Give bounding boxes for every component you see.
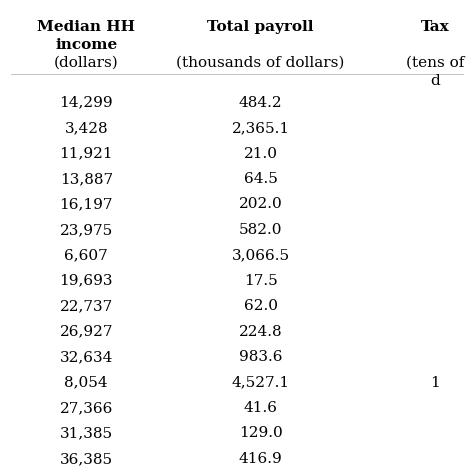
Text: 21.0: 21.0 (244, 146, 278, 161)
Text: 26,927: 26,927 (59, 325, 113, 338)
Text: 6,607: 6,607 (64, 248, 108, 262)
Text: 1: 1 (430, 375, 440, 390)
Text: d: d (430, 74, 440, 88)
Text: 41.6: 41.6 (244, 401, 278, 415)
Text: 582.0: 582.0 (239, 223, 283, 237)
Text: 3,066.5: 3,066.5 (231, 248, 290, 262)
Text: 23,975: 23,975 (60, 223, 113, 237)
Text: Total payroll: Total payroll (207, 20, 314, 34)
Text: income: income (55, 38, 118, 52)
Text: 31,385: 31,385 (60, 427, 113, 440)
Text: 983.6: 983.6 (239, 350, 283, 364)
Text: 14,299: 14,299 (59, 96, 113, 109)
Text: 36,385: 36,385 (60, 452, 113, 466)
Text: 4,527.1: 4,527.1 (231, 375, 290, 390)
Text: 224.8: 224.8 (239, 325, 283, 338)
Text: (thousands of dollars): (thousands of dollars) (176, 56, 345, 70)
Text: (tens of: (tens of (406, 56, 464, 70)
Text: 129.0: 129.0 (239, 427, 283, 440)
Text: 22,737: 22,737 (60, 299, 113, 313)
Text: 202.0: 202.0 (239, 197, 283, 211)
Text: 3,428: 3,428 (64, 121, 108, 135)
Text: Tax: Tax (420, 20, 449, 34)
Text: 484.2: 484.2 (239, 96, 283, 109)
Text: 64.5: 64.5 (244, 172, 277, 186)
Text: 2,365.1: 2,365.1 (231, 121, 290, 135)
Text: 17.5: 17.5 (244, 274, 277, 288)
Text: 13,887: 13,887 (60, 172, 113, 186)
Text: 16,197: 16,197 (59, 197, 113, 211)
Text: 62.0: 62.0 (244, 299, 278, 313)
Text: 8,054: 8,054 (64, 375, 108, 390)
Text: 19,693: 19,693 (59, 274, 113, 288)
Text: Median HH: Median HH (37, 20, 135, 34)
Text: 27,366: 27,366 (60, 401, 113, 415)
Text: (dollars): (dollars) (54, 56, 118, 70)
Text: 11,921: 11,921 (59, 146, 113, 161)
Text: 416.9: 416.9 (239, 452, 283, 466)
Text: 32,634: 32,634 (60, 350, 113, 364)
